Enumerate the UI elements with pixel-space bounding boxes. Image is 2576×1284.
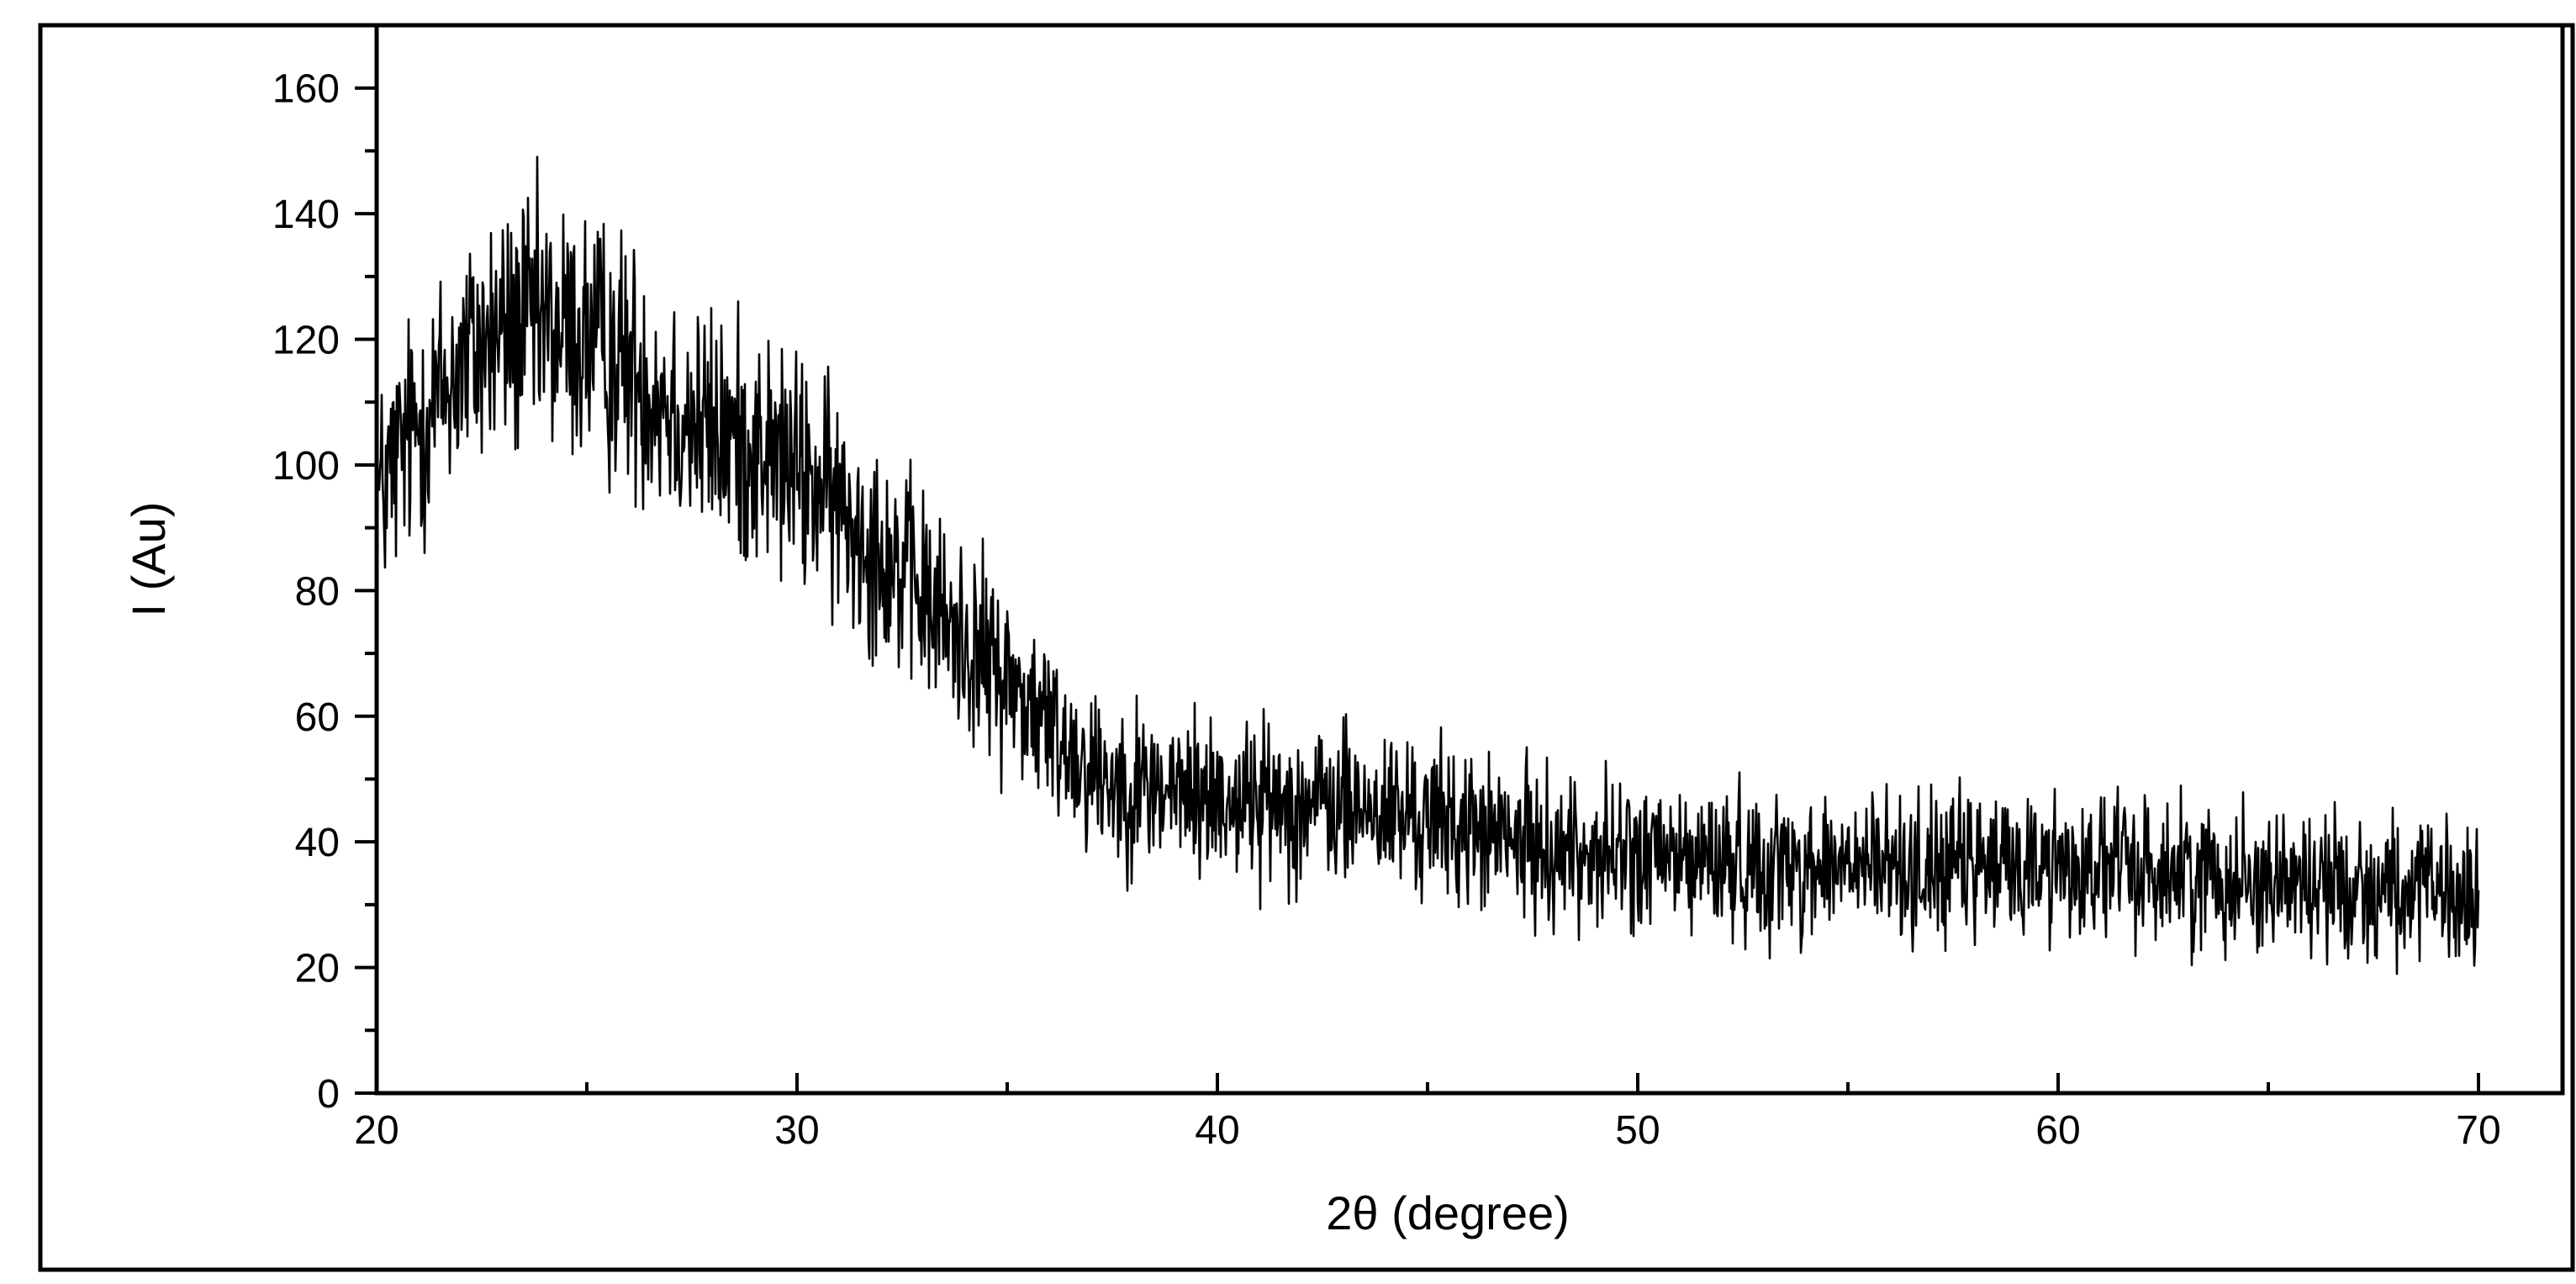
series-group: [375, 156, 2480, 975]
y-tick-label: 0: [317, 1072, 340, 1117]
outer-frame: [38, 23, 2575, 1272]
series-line: [375, 156, 2480, 975]
x-tick-label: 20: [354, 1108, 399, 1153]
y-tick-label: 40: [295, 821, 340, 865]
x-axis-title: 2θ (degree): [1326, 1186, 1570, 1239]
x-tick-label: 30: [774, 1108, 819, 1153]
y-axis-title: I (Au): [122, 502, 175, 617]
x-tick-label: 60: [2035, 1108, 2080, 1153]
y-tick-label: 20: [295, 947, 340, 991]
y-tick-label: 100: [272, 444, 340, 489]
y-tick-label: 120: [272, 319, 340, 363]
x-tick-label: 70: [2456, 1108, 2500, 1153]
x-tick-label: 50: [1615, 1108, 1660, 1153]
axes: 20 30 40 50 60 70 0 20 40 60 80 100 120 140 160: [272, 67, 2501, 1153]
y-tick-label: 140: [272, 193, 340, 237]
y-tick-label: 160: [272, 67, 340, 112]
y-tick-label: 60: [295, 695, 340, 740]
y-tick-label: 80: [295, 569, 340, 614]
x-tick-label: 40: [1195, 1108, 1239, 1153]
